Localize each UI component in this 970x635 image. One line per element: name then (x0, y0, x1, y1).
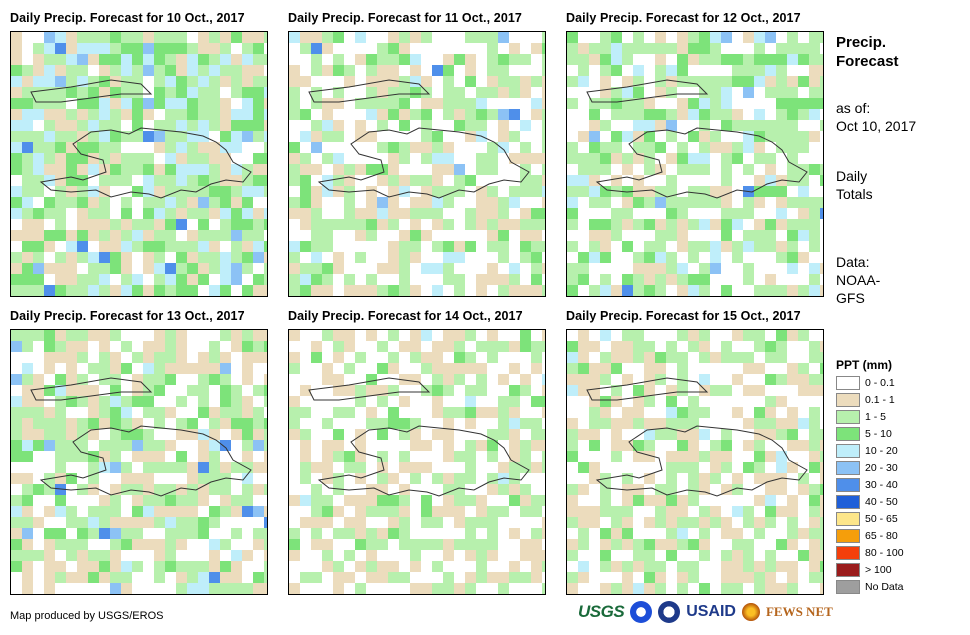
precip-grid-oct12 (567, 32, 823, 296)
precip-cells (11, 330, 267, 594)
panel-title-oct11: Daily Precip. Forecast for 11 Oct., 2017 (288, 11, 522, 25)
side-title-line2: Forecast (836, 53, 899, 70)
legend-label: No Data (865, 581, 904, 593)
precip-grid-oct13 (11, 330, 267, 594)
noaa-logo-icon (630, 601, 653, 623)
hispaniola-outline (595, 127, 808, 199)
totals-line2: Totals (836, 186, 873, 202)
hispaniola-outline (317, 425, 530, 497)
data-source-line1: NOAA- (836, 272, 881, 288)
precip-grid-oct15 (567, 330, 823, 594)
fewsnet-logo: FEWS NET (765, 604, 833, 619)
map-panel-oct11 (288, 31, 546, 297)
precip-grid-oct10 (11, 32, 267, 296)
legend-item: 40 - 50 (836, 494, 898, 510)
legend-item: 20 - 30 (836, 460, 898, 476)
side-title-line1: Precip. (836, 34, 887, 51)
precip-cells (567, 330, 823, 594)
precip-cells (567, 32, 823, 296)
legend-item: 80 - 100 (836, 545, 904, 561)
coastline-outline (586, 377, 709, 401)
legend-label: 0 - 0.1 (865, 377, 895, 389)
legend-swatch (836, 546, 860, 560)
legend-label: 20 - 30 (865, 462, 898, 474)
panel-title-oct13: Daily Precip. Forecast for 13 Oct., 2017 (10, 309, 245, 323)
legend-swatch (836, 580, 860, 594)
precip-cells (11, 32, 267, 296)
legend-item: 0 - 0.1 (836, 375, 895, 391)
coastline-outline (30, 377, 153, 401)
legend-swatch (836, 444, 860, 458)
legend-item: 0.1 - 1 (836, 392, 895, 408)
legend-swatch (836, 478, 860, 492)
legend-item: 65 - 80 (836, 528, 898, 544)
legend-item: 30 - 40 (836, 477, 898, 493)
credit-text: Map produced by USGS/EROS (10, 610, 164, 622)
legend-label: 50 - 65 (865, 513, 898, 525)
usgs-logo: USGS (578, 602, 625, 621)
asof-date: Oct 10, 2017 (836, 118, 917, 134)
legend-label: > 100 (865, 564, 892, 576)
data-label: Data: (836, 254, 870, 270)
legend-label: 40 - 50 (865, 496, 898, 508)
coastline-outline (308, 377, 431, 401)
panel-title-oct15: Daily Precip. Forecast for 15 Oct., 2017 (566, 309, 801, 323)
legend-swatch (836, 563, 860, 577)
legend-swatch (836, 393, 860, 407)
usaid-seal-icon (658, 601, 681, 623)
legend-label: 80 - 100 (865, 547, 904, 559)
legend-swatch (836, 529, 860, 543)
map-panel-oct14 (288, 329, 546, 595)
hispaniola-outline (39, 425, 252, 497)
hispaniola-outline (595, 425, 808, 497)
hispaniola-outline (317, 127, 530, 199)
legend-title: PPT (mm) (836, 358, 893, 372)
legend-item: 1 - 5 (836, 409, 886, 425)
totals-line1: Daily (836, 168, 868, 184)
legend-swatch (836, 410, 860, 424)
coastline-outline (308, 79, 431, 103)
precip-cells (289, 330, 545, 594)
precip-grid-oct11 (289, 32, 545, 296)
legend-label: 65 - 80 (865, 530, 898, 542)
legend-item: 10 - 20 (836, 443, 898, 459)
legend-item: > 100 (836, 562, 892, 578)
panel-title-oct14: Daily Precip. Forecast for 14 Oct., 2017 (288, 309, 523, 323)
legend-swatch (836, 495, 860, 509)
logo-strip: USGS USAID FEWS NET (578, 601, 833, 623)
legend-item: No Data (836, 579, 904, 595)
map-panel-oct15 (566, 329, 824, 595)
fewsnet-globe-icon (741, 603, 760, 621)
hispaniola-outline (39, 127, 252, 199)
map-panel-oct13 (10, 329, 268, 595)
coastline-outline (586, 79, 709, 103)
legend-label: 5 - 10 (865, 428, 892, 440)
legend-label: 1 - 5 (865, 411, 887, 423)
precip-grid-oct14 (289, 330, 545, 594)
legend-label: 30 - 40 (865, 479, 898, 491)
data-source-line2: GFS (836, 290, 865, 306)
legend-label: 10 - 20 (865, 445, 898, 457)
legend-swatch (836, 376, 860, 390)
legend-swatch (836, 427, 860, 441)
asof-label: as of: (836, 100, 871, 116)
coastline-outline (30, 79, 153, 103)
legend-swatch (836, 512, 860, 526)
panel-title-oct10: Daily Precip. Forecast for 10 Oct., 2017 (10, 11, 245, 25)
precip-cells (289, 32, 545, 296)
panel-title-oct12: Daily Precip. Forecast for 12 Oct., 2017 (566, 11, 801, 25)
legend-item: 5 - 10 (836, 426, 892, 442)
legend-item: 50 - 65 (836, 511, 898, 527)
map-panel-oct12 (566, 31, 824, 297)
legend-label: 0.1 - 1 (865, 394, 895, 406)
usaid-logo: USAID (686, 603, 736, 620)
map-panel-oct10 (10, 31, 268, 297)
legend-swatch (836, 461, 860, 475)
